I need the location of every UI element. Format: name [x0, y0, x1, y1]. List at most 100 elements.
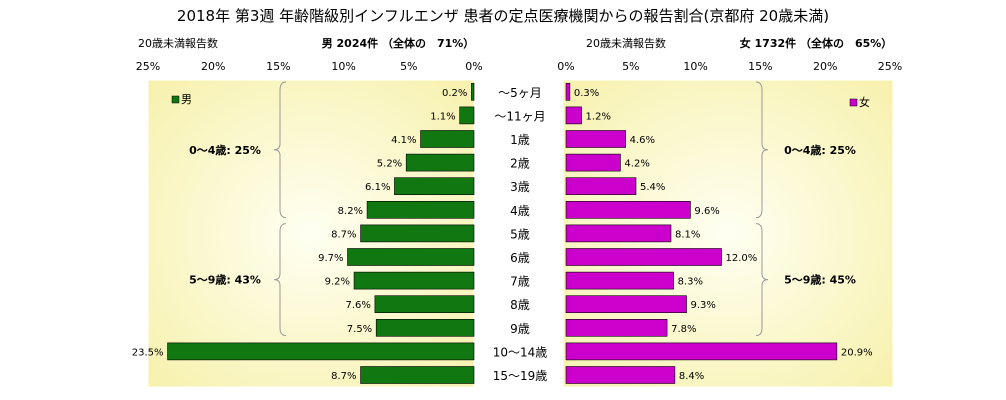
female-bar-label: 8.4% — [679, 371, 704, 382]
right-group-label: 5～9歳: 45% — [784, 273, 856, 287]
male-bar-label: 7.6% — [345, 300, 370, 311]
chart-title: 2018年 第3週 年齢階級別インフルエンザ 患者の定点医療機関からの報告割合(… — [177, 7, 829, 25]
age-category-label: 3歳 — [510, 180, 530, 194]
female-bar — [565, 130, 626, 148]
left-header: 男 2024件 （全体の 71%） — [322, 36, 475, 50]
left-group-bracket — [273, 81, 287, 219]
male-bar — [360, 366, 475, 384]
age-category-label: 8歳 — [510, 298, 530, 312]
male-bar — [405, 153, 475, 172]
right-axis-ticks: 0% 5% 10% 15% 20% 25% — [557, 60, 902, 73]
right-axis-label: 20歳未満報告数 — [586, 37, 666, 50]
female-bar — [565, 201, 691, 219]
male-bar-label: 7.5% — [347, 324, 372, 335]
male-bar-label: 9.7% — [318, 253, 343, 264]
right-legend-swatch — [849, 98, 858, 107]
male-bar-label: 8.7% — [331, 371, 356, 382]
left-axis-ticks: 25% 20% 15% 10% 5% 0% — [136, 60, 483, 73]
female-bar — [565, 295, 687, 314]
left-tick-label: 25% — [136, 60, 160, 73]
right-header: 女 1732件 （全体の 65%） — [740, 36, 893, 50]
female-bar-label: 20.9% — [841, 347, 873, 358]
left-tick-label: 15% — [266, 60, 290, 73]
male-bar-label: 6.1% — [365, 182, 390, 193]
left-tick-label: 0% — [465, 60, 482, 73]
age-category-label: 5歳 — [510, 227, 530, 241]
female-bar — [565, 248, 722, 266]
right-group-brackets: 0～4歳: 25% 5～9歳: 45% — [755, 81, 856, 337]
male-bar-label: 8.7% — [331, 229, 356, 240]
right-tick-label: 15% — [748, 60, 772, 73]
male-bar — [375, 318, 475, 337]
female-bar — [565, 342, 838, 361]
left-group-label: 0～4歳: 25% — [189, 143, 261, 157]
age-category-label: 2歳 — [510, 157, 530, 171]
male-bar-label: 5.2% — [377, 159, 402, 170]
male-bar — [347, 248, 475, 266]
age-category-label: ～5ヶ月 — [498, 86, 542, 100]
female-bar-label: 0.3% — [574, 88, 599, 99]
male-bar-label: 4.1% — [391, 135, 416, 146]
female-bar — [565, 83, 571, 101]
right-bars: 0.3% 1.2% 4.6% 4.2% 5.4% 9.6% 8.1% 12.0% 8.3% 9.3… — [565, 83, 873, 384]
female-bar — [565, 177, 637, 195]
left-group-brackets: 0～4歳: 25% 5～9歳: 43% — [189, 81, 287, 337]
male-bar-label: 9.2% — [325, 277, 350, 288]
female-bar — [565, 366, 676, 384]
category-labels: ～5ヶ月 ～11ヶ月 1歳 2歳 3歳 4歳 5歳 6歳 7歳 8歳 9歳 10～14歳 15～19歳 — [493, 86, 548, 383]
male-bar-label: 1.1% — [430, 111, 455, 122]
right-tick-label: 25% — [878, 60, 902, 73]
age-category-label: 9歳 — [510, 322, 530, 336]
male-bar — [360, 224, 475, 243]
left-group-label: 5～9歳: 43% — [189, 273, 261, 287]
left-group-bracket — [273, 223, 287, 337]
age-category-label: 1歳 — [510, 133, 530, 147]
left-tick-label: 5% — [400, 60, 417, 73]
right-tick-label: 10% — [683, 60, 707, 73]
male-bar — [420, 130, 475, 148]
female-bar — [565, 153, 621, 172]
female-bar — [565, 106, 582, 125]
male-bar-label: 8.2% — [338, 206, 363, 217]
female-bar-label: 8.1% — [675, 229, 700, 240]
female-bar-label: 8.3% — [678, 277, 703, 288]
female-bar — [565, 271, 674, 290]
male-bar — [366, 201, 475, 219]
male-bar-label: 0.2% — [442, 88, 467, 99]
left-tick-label: 10% — [331, 60, 355, 73]
right-group-bracket — [755, 81, 769, 219]
male-bar — [394, 177, 475, 195]
age-category-label: 15～19歳 — [493, 369, 548, 383]
male-bar — [167, 342, 475, 361]
right-tick-label: 5% — [622, 60, 639, 73]
right-legend-label: 女 — [859, 95, 870, 109]
left-legend-swatch — [171, 95, 180, 104]
female-bar-label: 7.8% — [671, 324, 696, 335]
left-axis-label: 20歳未満報告数 — [138, 37, 218, 50]
female-bar-label: 12.0% — [726, 253, 758, 264]
female-bar-label: 5.4% — [640, 182, 665, 193]
male-bar — [471, 83, 475, 101]
female-bar-label: 4.6% — [630, 135, 655, 146]
male-bar — [459, 106, 475, 125]
age-category-label: 10～14歳 — [493, 345, 548, 359]
right-group-bracket — [755, 223, 769, 337]
age-category-label: 7歳 — [510, 275, 530, 289]
age-category-label: 6歳 — [510, 251, 530, 265]
right-tick-label: 0% — [557, 60, 574, 73]
age-category-label: ～11ヶ月 — [494, 109, 545, 123]
right-tick-label: 20% — [813, 60, 837, 73]
left-legend-label: 男 — [181, 93, 192, 106]
age-category-label: 4歳 — [510, 204, 530, 218]
female-bar-label: 9.6% — [694, 206, 719, 217]
right-group-label: 0～4歳: 25% — [784, 143, 856, 157]
male-bar — [374, 295, 475, 314]
male-bar-label: 23.5% — [132, 347, 164, 358]
left-bars: 0.2% 1.1% 4.1% 5.2% 6.1% 8.2% 8.7% 9.7% 9.2% 7.6%… — [132, 83, 475, 384]
right-legend: 女 — [849, 95, 870, 109]
female-bar — [565, 224, 672, 243]
female-bar-label: 1.2% — [586, 111, 611, 122]
left-legend: 男 — [171, 93, 192, 106]
male-bar — [353, 271, 475, 290]
